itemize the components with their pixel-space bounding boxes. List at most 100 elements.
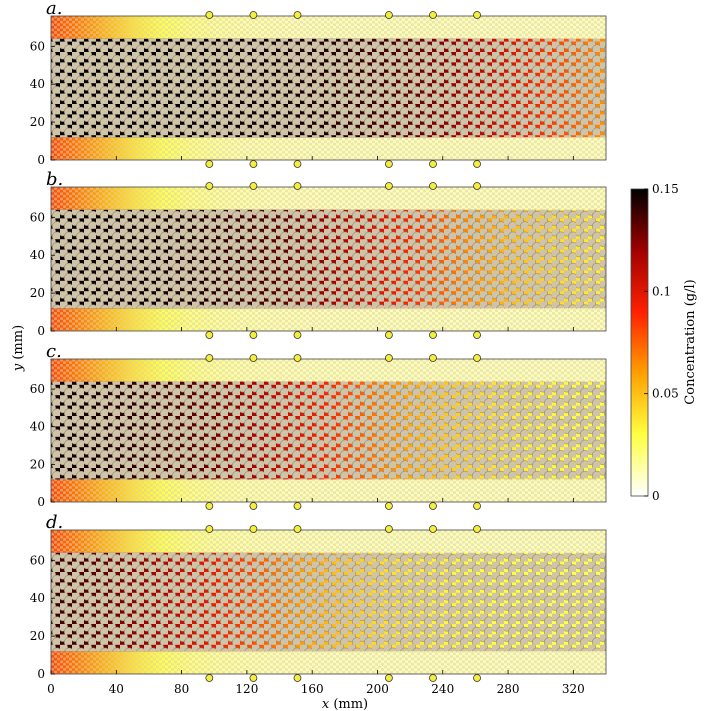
xtick-label: 0 [47, 682, 55, 696]
ytick-label: 20 [30, 629, 45, 643]
ytick-label: 40 [30, 77, 45, 91]
sensor-top-1 [205, 525, 214, 533]
x-axis-label-var: x [322, 697, 330, 711]
ytick-label: 0 [37, 153, 45, 167]
sensor-bottom-2 [249, 331, 258, 339]
porous-band-pores [51, 381, 606, 480]
sensor-top-4 [384, 11, 393, 19]
y-axis-label-var: y [11, 363, 26, 372]
sensor-top-2 [249, 11, 258, 19]
sensor-bottom-2 [249, 502, 258, 510]
sensor-top-3 [293, 525, 302, 533]
sensor-bottom-5 [429, 502, 437, 510]
sensor-bottom-6 [473, 502, 481, 510]
porous-band-pores [51, 209, 606, 309]
xtick-label: 320 [562, 682, 585, 696]
sensor-top-2 [249, 182, 258, 190]
upper-layer-texture [51, 187, 606, 210]
ytick-label: 20 [30, 115, 45, 129]
sensor-top-5 [429, 182, 437, 190]
sensor-bottom-4 [384, 674, 393, 682]
panel-3: c. 0 20 40 60 [30, 341, 607, 510]
sensor-bottom-1 [205, 674, 214, 682]
panel-2: b. 0 20 40 60 [30, 169, 607, 339]
xtick-label: 280 [497, 682, 520, 696]
colorbar-tick-label: 0.05 [652, 387, 679, 401]
ytick-label: 40 [30, 591, 45, 605]
sensor-top-3 [293, 11, 302, 19]
sensor-top-5 [429, 354, 437, 362]
sensor-bottom-2 [249, 674, 258, 682]
upper-layer-texture [51, 359, 606, 382]
panel-1: a. 0 20 40 60 [30, 0, 607, 168]
sensor-top-5 [429, 525, 437, 533]
sensor-top-1 [205, 11, 214, 19]
ytick-label: 0 [37, 324, 45, 338]
sensor-top-2 [249, 354, 258, 362]
sensor-top-5 [429, 11, 437, 19]
sensor-top-6 [473, 525, 481, 533]
sensor-bottom-5 [429, 160, 437, 168]
sensor-bottom-2 [249, 160, 258, 168]
panel-label: c. [46, 341, 62, 362]
sensor-bottom-1 [205, 331, 214, 339]
panel-frame [50, 15, 607, 161]
ytick-label: 20 [30, 457, 45, 471]
sensor-top-1 [205, 354, 214, 362]
sensor-bottom-3 [293, 674, 302, 682]
sensor-bottom-1 [205, 502, 214, 510]
colorbar-label: Concentration (g/l) [683, 279, 698, 404]
colorbar-tick-label: 0.15 [652, 182, 679, 196]
sensor-bottom-4 [384, 331, 393, 339]
panel-frame [50, 358, 607, 503]
sensor-bottom-4 [384, 502, 393, 510]
lower-layer-texture [51, 651, 606, 674]
xtick-label: 240 [431, 682, 454, 696]
sensor-top-6 [473, 182, 481, 190]
sensor-top-6 [473, 354, 481, 362]
lower-layer-texture [51, 308, 606, 331]
sensor-bottom-3 [293, 160, 302, 168]
sensor-bottom-4 [384, 160, 393, 168]
porous-band-pores [51, 552, 606, 652]
ytick-label: 40 [30, 420, 45, 434]
xtick-label: 80 [174, 682, 189, 696]
x-axis-label-unit: (mm) [329, 697, 368, 711]
upper-layer-texture [51, 530, 606, 553]
sensor-top-3 [293, 354, 302, 362]
panel-label: d. [46, 512, 63, 533]
ytick-label: 0 [37, 667, 45, 681]
ytick-label: 60 [30, 382, 45, 396]
panel-4: d. 0 20 40 60 [30, 512, 607, 682]
colorbar-tick-label: 0.1 [652, 284, 671, 298]
y-axis-label: y (mm) [11, 325, 26, 372]
ytick-label: 20 [30, 286, 45, 300]
xtick-label: 200 [366, 682, 389, 696]
ytick-label: 0 [37, 495, 45, 509]
sensor-top-3 [293, 182, 302, 190]
sensor-bottom-5 [429, 331, 437, 339]
porous-band-pores [51, 38, 606, 138]
colorbar-scale [630, 188, 649, 497]
sensor-top-4 [384, 182, 393, 190]
xtick-label: 40 [109, 682, 124, 696]
sensor-top-1 [205, 182, 214, 190]
sensor-bottom-6 [473, 331, 481, 339]
ytick-label: 60 [30, 553, 45, 567]
sensor-bottom-6 [473, 160, 481, 168]
upper-layer-texture [51, 16, 606, 39]
y-axis-label-unit: (mm) [11, 325, 26, 364]
xtick-label: 160 [301, 682, 324, 696]
x-axis-label: x (mm) [322, 697, 368, 711]
sensor-top-4 [384, 354, 393, 362]
panel-frame [50, 186, 607, 332]
axes-group: 0 40 80 120 160 200 240 280 320 [47, 682, 585, 696]
colorbar-tick-label: 0 [652, 489, 660, 503]
ytick-label: 40 [30, 248, 45, 262]
sensor-top-4 [384, 525, 393, 533]
panel-label: b. [46, 169, 63, 190]
sensor-top-6 [473, 11, 481, 19]
sensor-bottom-5 [429, 674, 437, 682]
panel-label: a. [46, 0, 62, 19]
